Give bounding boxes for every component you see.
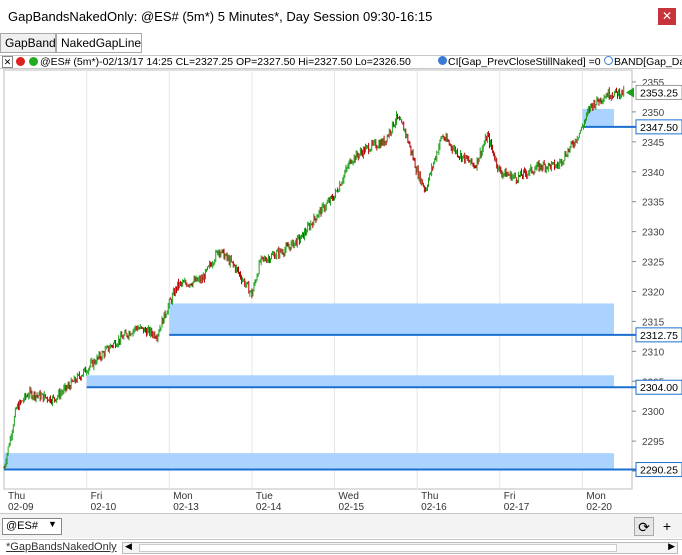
price-label-box bbox=[635, 379, 682, 395]
x-day-label: Wed bbox=[339, 491, 359, 502]
price-label: 2347.50 bbox=[640, 122, 678, 134]
x-day-label: Thu bbox=[421, 491, 438, 502]
x-date-label: 02-16 bbox=[421, 502, 447, 513]
y-tick-label: 2335 bbox=[642, 198, 665, 209]
status-dots bbox=[16, 57, 39, 68]
x-day-label: Mon bbox=[586, 491, 605, 502]
indicator-ci-label: CI[Gap_PrevCloseStillNaked] =0 bbox=[448, 56, 601, 68]
x-date-label: 02-17 bbox=[504, 502, 530, 513]
x-date-label: 02-14 bbox=[256, 502, 282, 513]
y-tick-label: 2315 bbox=[642, 317, 665, 328]
blue-dot-icon bbox=[438, 56, 447, 65]
last-price-arrow-icon bbox=[626, 87, 634, 98]
price-label: 2312.75 bbox=[640, 330, 678, 342]
white-dot-icon bbox=[604, 56, 613, 65]
x-date-label: 02-10 bbox=[91, 502, 117, 513]
chevron-down-icon[interactable]: ▼ bbox=[48, 519, 57, 529]
add-button[interactable]: + bbox=[662, 518, 672, 534]
gap-band bbox=[582, 108, 614, 127]
price-chart[interactable]: 2290229523002305231023152320232523302335… bbox=[0, 0, 682, 513]
chart-info-bar: ✕ @ES# (5m*)-02/13/17 14:25 CL=2327.25 O… bbox=[0, 55, 682, 69]
price-label-box bbox=[635, 119, 682, 135]
y-tick-label: 2295 bbox=[642, 437, 665, 448]
x-date-label: 02-20 bbox=[586, 502, 612, 513]
price-label: 2353.25 bbox=[640, 87, 678, 99]
window-title: GapBandsNakedOnly: @ES# (5m*) 5 Minutes*… bbox=[8, 9, 433, 24]
y-tick-label: 2355 bbox=[642, 78, 665, 89]
tab-nakedgapline[interactable]: NakedGapLine bbox=[56, 33, 142, 53]
x-day-label: Tue bbox=[256, 491, 273, 502]
indicator-band-label: BAND[Gap_Da bbox=[614, 56, 682, 68]
red-dot-icon bbox=[16, 57, 25, 66]
price-label-box bbox=[635, 327, 682, 343]
price-label: 2290.25 bbox=[640, 465, 678, 477]
indicator-band[interactable]: BAND[Gap_Da bbox=[604, 56, 682, 68]
price-label-box bbox=[635, 84, 682, 100]
close-chart-icon[interactable]: ✕ bbox=[2, 56, 13, 68]
y-tick-label: 2350 bbox=[642, 108, 665, 119]
gap-band bbox=[4, 453, 614, 470]
green-dot-icon bbox=[28, 57, 38, 66]
price-label-box bbox=[635, 462, 682, 478]
workspace-tab[interactable]: *GapBandsNakedOnly bbox=[6, 541, 117, 553]
x-day-label: Fri bbox=[91, 491, 103, 502]
title-bar: GapBandsNakedOnly: @ES# (5m*) 5 Minutes*… bbox=[0, 0, 682, 32]
x-date-label: 02-15 bbox=[339, 502, 365, 513]
x-day-label: Mon bbox=[173, 491, 192, 502]
horizontal-scrollbar[interactable]: ◀ ▶ bbox=[122, 541, 678, 554]
x-date-label: 02-13 bbox=[173, 502, 199, 513]
plot-area bbox=[3, 69, 633, 490]
x-day-label: Thu bbox=[8, 491, 25, 502]
scroll-thumb[interactable] bbox=[139, 544, 617, 552]
y-tick-label: 2320 bbox=[642, 287, 665, 298]
y-tick-label: 2300 bbox=[642, 407, 665, 418]
x-date-label: 02-09 bbox=[8, 502, 34, 513]
y-tick-label: 2330 bbox=[642, 228, 665, 239]
price-label: 2304.00 bbox=[640, 382, 678, 394]
symbol-input[interactable]: @ES# bbox=[2, 518, 62, 535]
gap-band bbox=[86, 375, 614, 388]
close-button[interactable]: ✕ bbox=[658, 8, 676, 25]
y-tick-label: 2310 bbox=[642, 347, 665, 358]
gap-band bbox=[169, 303, 614, 335]
tab-gapband[interactable]: GapBand bbox=[0, 33, 56, 53]
y-tick-label: 2345 bbox=[642, 138, 665, 149]
scroll-left-icon[interactable]: ◀ bbox=[125, 541, 132, 551]
x-day-label: Fri bbox=[504, 491, 516, 502]
y-tick-label: 2325 bbox=[642, 258, 665, 269]
status-bar: *GapBandsNakedOnly ◀ ▶ bbox=[0, 539, 682, 555]
reload-button[interactable]: ⟳ bbox=[634, 517, 654, 536]
bottom-toolbar: @ES# ▼ ⟳ + bbox=[0, 513, 682, 538]
instrument-info: @ES# (5m*)-02/13/17 14:25 CL=2327.25 OP=… bbox=[40, 56, 411, 68]
y-tick-label: 2340 bbox=[642, 168, 665, 179]
scroll-right-icon[interactable]: ▶ bbox=[668, 541, 675, 551]
indicator-ci[interactable]: CI[Gap_PrevCloseStillNaked] =0 bbox=[438, 56, 601, 68]
